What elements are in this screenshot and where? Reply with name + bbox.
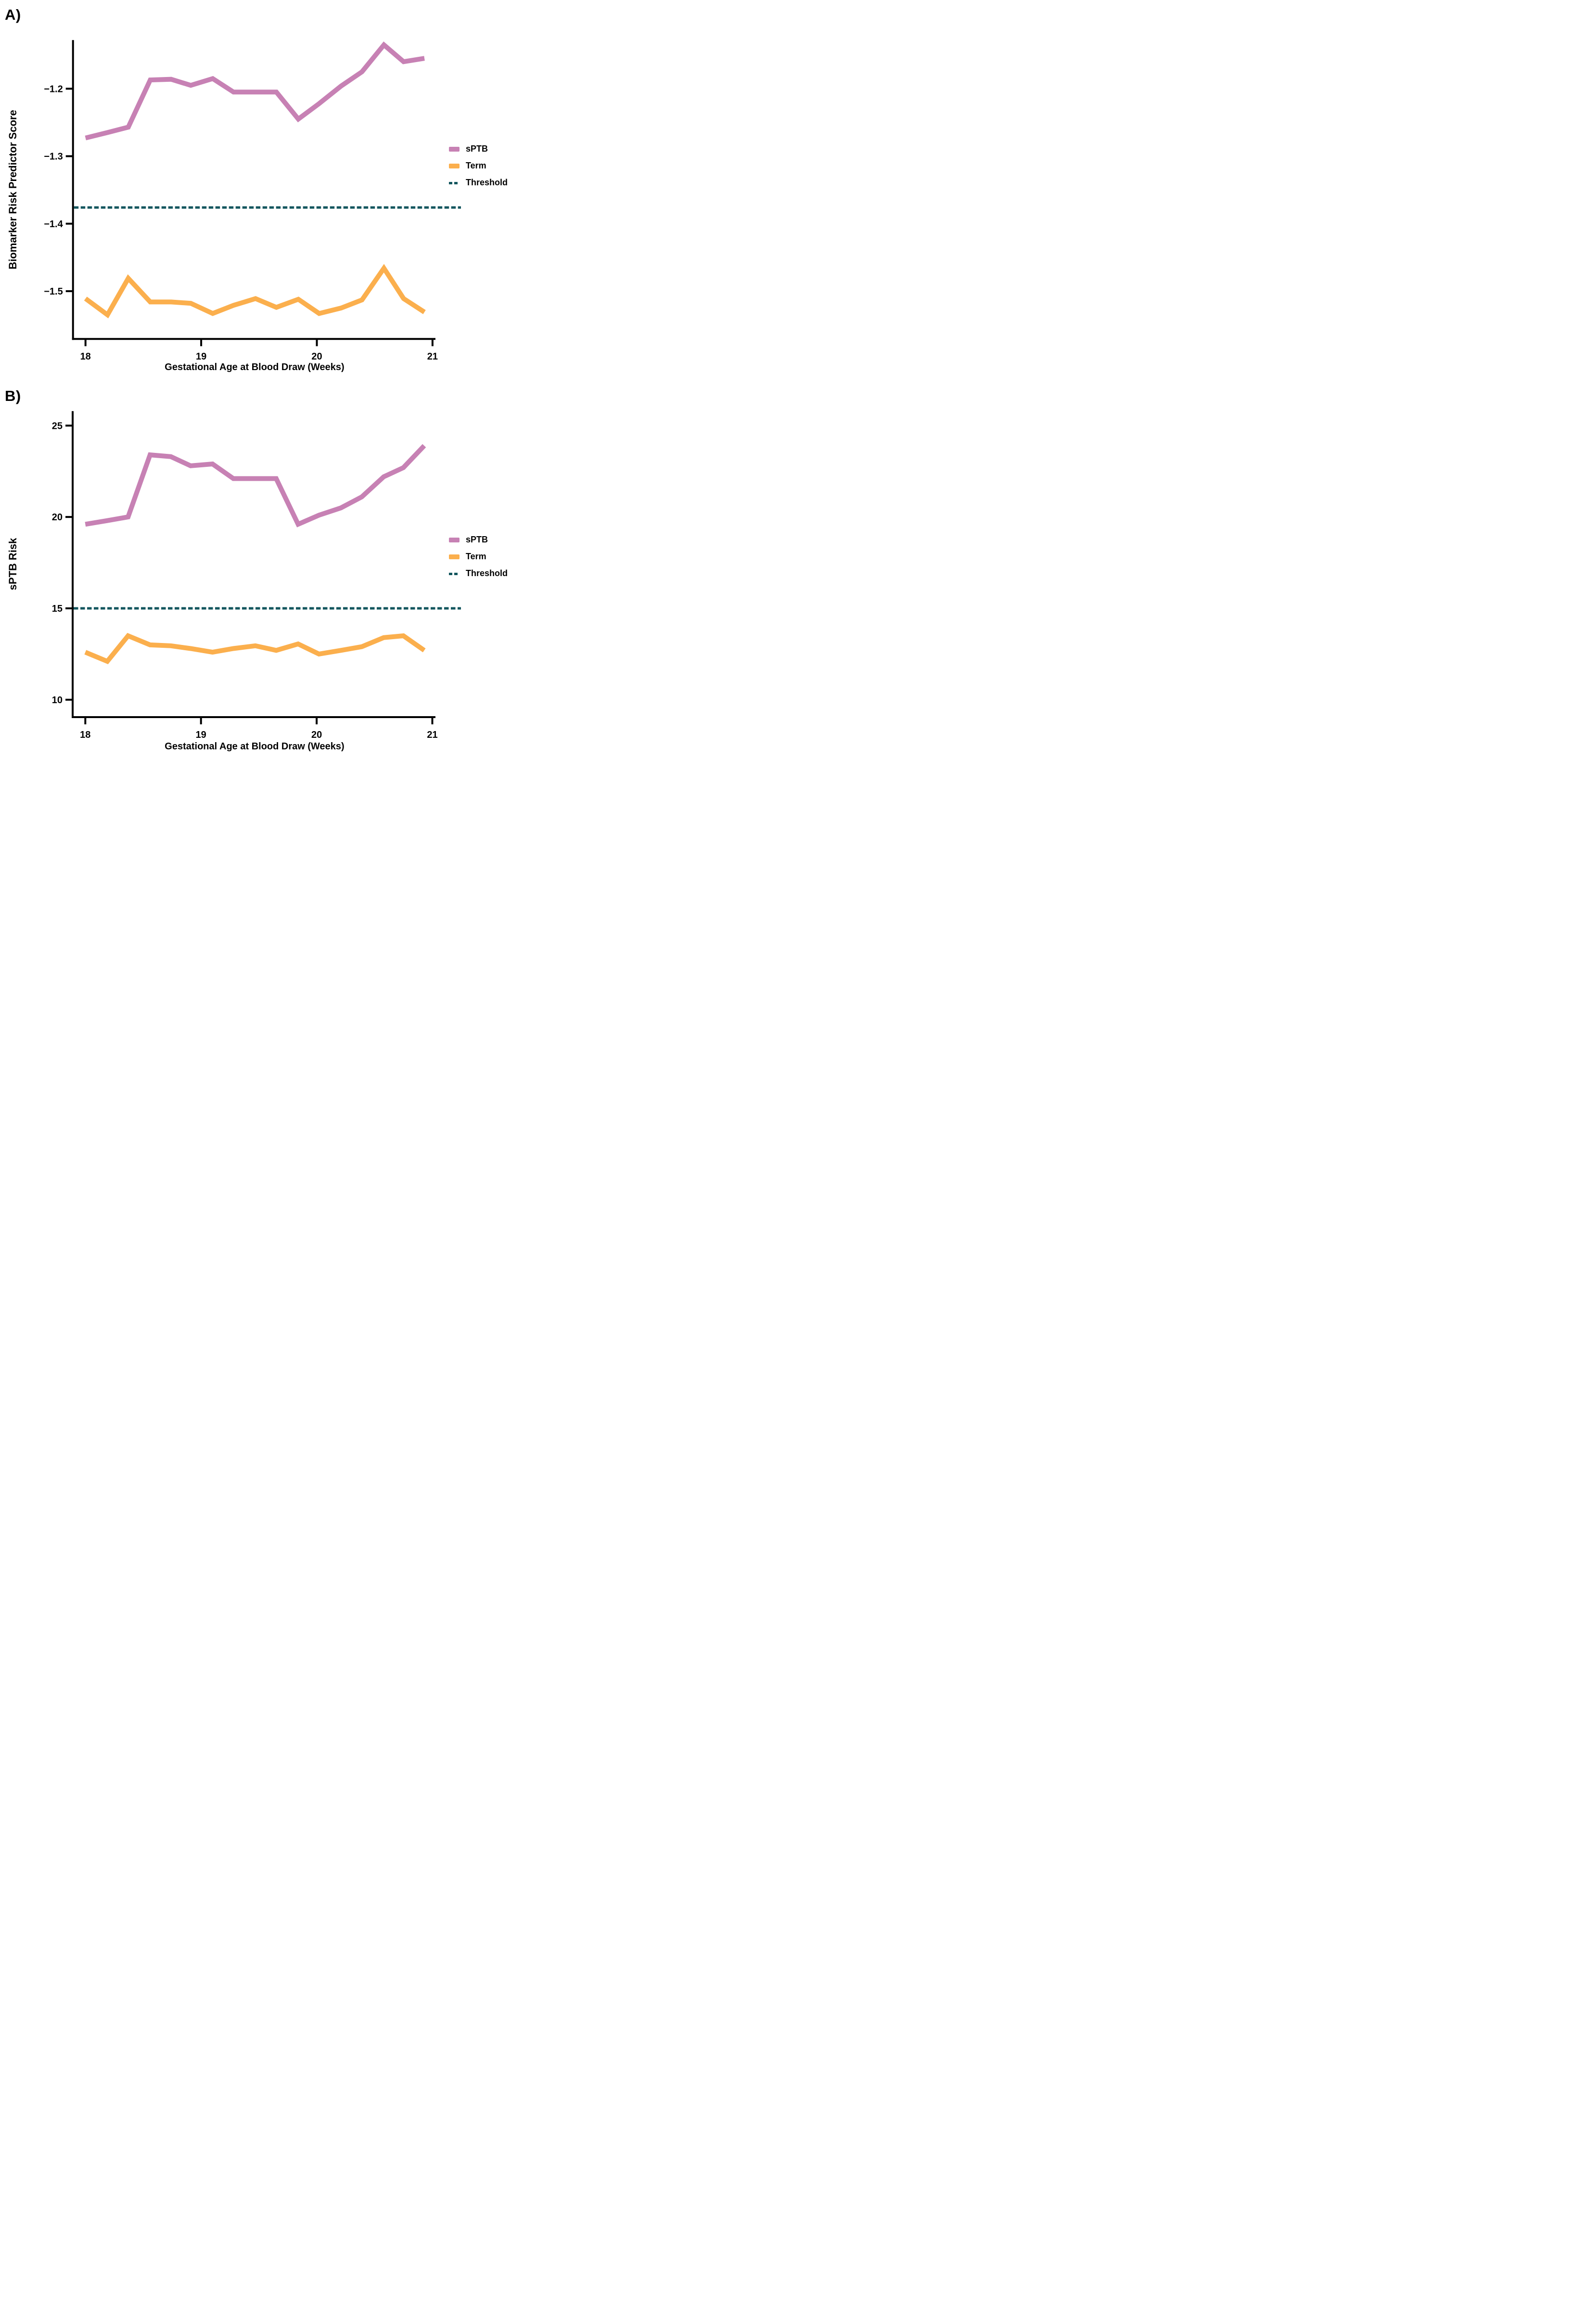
legend-item-sptb: sPTB <box>449 535 508 545</box>
legend-item-sptb: sPTB <box>449 144 508 154</box>
legend-label-term: Term <box>466 161 486 170</box>
panel-A-term-line <box>84 264 426 319</box>
panel-B-y-tick-label: 15 <box>52 604 63 614</box>
term-line-swatch-icon <box>449 554 460 559</box>
panel-A-x-tick-label: 20 <box>311 351 322 362</box>
legend-item-term: Term <box>449 552 508 562</box>
panel-a-y-axis-title: Biomarker Risk Predictor Score <box>7 110 19 270</box>
sptb-line-swatch-icon <box>449 146 460 152</box>
panel-A-x-tick-label: 19 <box>196 351 206 362</box>
panel-B-x-tick-label: 19 <box>196 730 206 740</box>
panel-B-y-tick-label: 10 <box>52 695 63 706</box>
legend-label-threshold: Threshold <box>466 568 508 578</box>
panel-a-x-axis-title: Gestational Age at Blood Draw (Weeks) <box>165 362 345 373</box>
panel-A-x-tick-label: 18 <box>80 351 91 362</box>
legend-label-sptb: sPTB <box>466 144 488 154</box>
panel-B-sptb-line <box>85 444 426 527</box>
panel-B-y-tick-label: 20 <box>52 512 63 523</box>
panel-A-y-tick-label: −1.2 <box>44 84 63 94</box>
panel-b-label: B) <box>5 387 21 404</box>
threshold-dashed-swatch-icon <box>449 572 460 575</box>
panel-B-x-tick-label: 20 <box>311 730 322 740</box>
panel-B-term-line <box>84 632 426 665</box>
panel-b-x-axis-title: Gestational Age at Blood Draw (Weeks) <box>165 741 345 752</box>
panel-b-y-axis-title: sPTB Risk <box>7 538 19 591</box>
panel-A-x-tick-label: 21 <box>427 351 438 362</box>
panel-A-y-tick-label: −1.4 <box>44 219 63 230</box>
chart-plot-area: −1.2 −1.3 −1.4 −1.5 18 19 20 21 25 20 15 10 18 19 20 21 <box>44 40 461 740</box>
panel-B-x-tick-label: 21 <box>427 730 437 740</box>
panel-b-legend: sPTB Term Threshold <box>449 535 508 579</box>
figure-canvas: −1.2 −1.3 −1.4 −1.5 18 19 20 21 25 20 15 10 18 19 20 21… <box>0 0 532 767</box>
panel-A-sptb-line <box>85 41 425 141</box>
legend-item-term: Term <box>449 161 508 171</box>
panel-A-y-tick-label: −1.3 <box>44 152 63 162</box>
term-line-swatch-icon <box>449 163 460 168</box>
legend-item-threshold: Threshold <box>449 178 508 188</box>
threshold-dashed-swatch-icon <box>449 181 460 184</box>
legend-label-threshold: Threshold <box>466 178 508 187</box>
panel-a-label: A) <box>5 6 21 23</box>
sptb-line-swatch-icon <box>449 537 460 542</box>
legend-label-term: Term <box>466 552 486 561</box>
panel-a-legend: sPTB Term Threshold <box>449 144 508 188</box>
panel-B-y-tick-label: 25 <box>52 421 63 431</box>
legend-label-sptb: sPTB <box>466 535 488 544</box>
panel-A-y-tick-label: −1.5 <box>44 286 63 297</box>
panel-B-x-tick-label: 18 <box>80 730 90 740</box>
legend-item-threshold: Threshold <box>449 568 508 579</box>
